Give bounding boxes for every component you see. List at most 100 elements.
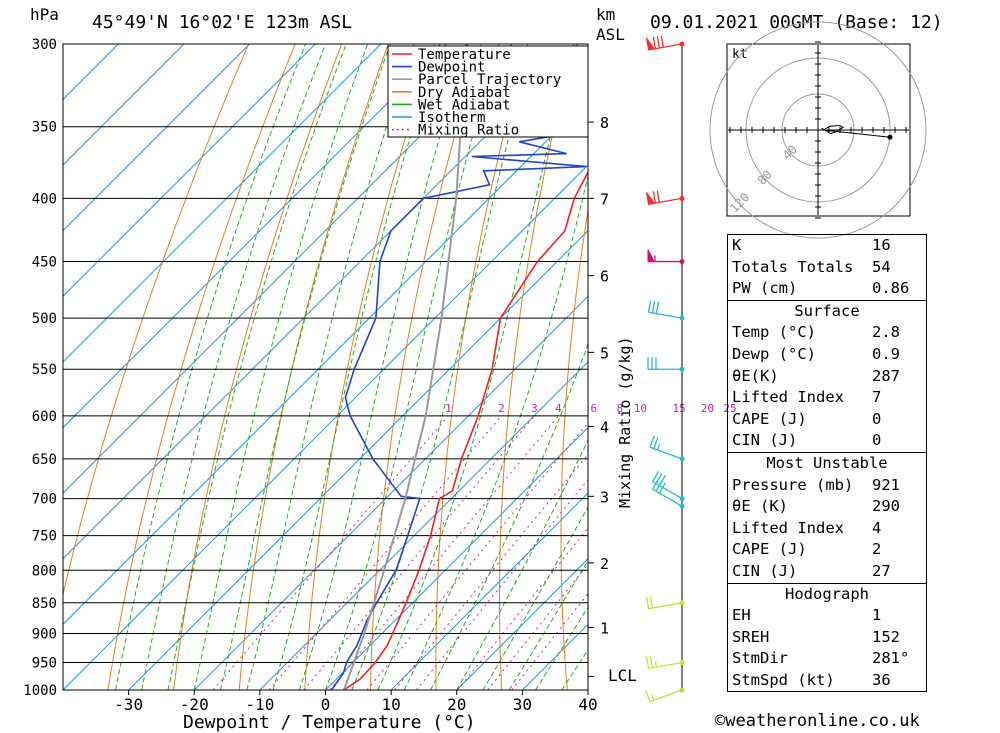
datetime-title: 09.01.2021 00GMT (Base: 12): [650, 12, 943, 33]
mixing-ratio-label: 1: [445, 402, 452, 415]
pressure-tick-label: 450: [32, 255, 57, 271]
wind-barb: [651, 478, 685, 509]
hodograph-ring: [709, 21, 927, 239]
pw-value: 0.86: [872, 279, 910, 298]
totals-totals-row: Totals Totals 54: [728, 257, 926, 279]
wind-barb-flag: [652, 36, 657, 49]
isotherm-line: [63, 44, 119, 101]
surface-temp-value: 2.8: [872, 323, 900, 342]
wind-barb-half-flag: [656, 444, 661, 451]
km-tick-label: 6: [600, 268, 609, 286]
wind-barb-half-flag: [651, 694, 655, 701]
dry-adiabat-line: [560, 207, 588, 690]
mixing-ratio-label: 10: [634, 402, 647, 415]
surface-cin-value: 0: [872, 431, 882, 450]
mu-theta-label: θE (K): [732, 497, 788, 516]
wind-barb: [645, 35, 685, 51]
pw-row: PW (cm) 0.86: [728, 278, 926, 300]
wind-barb-flag: [655, 472, 663, 484]
mixing-ratio-label: 25: [723, 402, 736, 415]
wind-barb: [645, 596, 685, 610]
pressure-tick-label: 850: [32, 596, 57, 612]
isotherm-line: [63, 44, 579, 560]
pressure-tick-label: 550: [32, 362, 57, 378]
legend-label-mixing-ratio: Mixing Ratio: [418, 123, 519, 139]
wind-barb-flag: [649, 655, 654, 668]
km-unit-label: km: [596, 5, 615, 24]
wet-adiabat-line: [351, 44, 535, 690]
pw-label: PW (cm): [732, 279, 798, 298]
skewt-plot-area: [63, 44, 713, 690]
km-tick-label: 1: [600, 619, 609, 637]
mu-pressure-value: 921: [872, 475, 900, 494]
eh-label: EH: [732, 606, 751, 625]
wind-barb-flag: [653, 437, 659, 449]
wind-barb-staff: [648, 311, 683, 319]
temperature-line: [343, 170, 588, 690]
k-index-value: 16: [872, 236, 891, 254]
wind-barb-flag: [649, 596, 654, 609]
site-credit: weatheronline.co.uk: [725, 711, 920, 731]
stmdir-label: StmDir: [732, 649, 788, 668]
km-tick-label: 7: [600, 190, 609, 208]
mixing-ratio-line: [394, 453, 588, 690]
legend-label-dewpoint: Dewpoint: [418, 60, 485, 76]
temperature-tick-label: 20: [447, 695, 466, 714]
mu-cape-value: 2: [872, 540, 882, 559]
k-index-label: K: [732, 236, 742, 254]
surface-theta-value: 287: [872, 366, 900, 385]
wind-barb-staff: [652, 481, 683, 500]
plot-frame: [62, 43, 589, 691]
stmdir-value: 281°: [872, 649, 910, 668]
temperature-tick-label: 40: [578, 695, 597, 714]
isotherm-line: [63, 44, 382, 363]
hodograph-trace: [821, 124, 891, 138]
wind-barb: [647, 300, 685, 321]
temperature-tick-labels: -30 -20 -10 0 10 20 30 40: [114, 690, 598, 714]
mu-cape-label: CAPE (J): [732, 540, 807, 559]
wind-barb-flag: [649, 435, 655, 448]
wind-barb-half-flag: [654, 660, 658, 668]
most-unstable-title: Most Unstable: [766, 453, 888, 472]
wind-barb-flag: [655, 301, 660, 314]
surface-temp-label: Temp (°C): [732, 323, 816, 342]
mixing-ratio-axis-title: Mixing Ratio (g/kg): [616, 336, 634, 508]
wet-adiabat-line: [193, 44, 369, 690]
dry-adiabat-line: [678, 44, 713, 690]
surface-theta-label: θE(K): [732, 366, 779, 385]
isotherm-line: [63, 98, 588, 626]
wet-adiabat-line: [377, 44, 575, 690]
surface-section: Surface Temp (°C) 2.8 Dewp (°C) 0.9 θE(K) 2…: [727, 300, 927, 453]
legend-label-dry-adiabat: Dry Adiabat: [418, 85, 511, 101]
pressure-tick-label: 900: [32, 626, 57, 642]
eh-value: 1: [872, 606, 882, 625]
mixing-ratio-line: [487, 563, 588, 690]
isotherm-line: [63, 164, 588, 690]
temperature-tick-label: -30: [114, 695, 143, 714]
isotherm-line: [63, 44, 250, 232]
isotherm-line: [325, 426, 588, 690]
surface-title: Surface: [794, 301, 860, 320]
km-ref-label: ASL: [596, 25, 625, 44]
mu-pressure-label: Pressure (mb): [732, 475, 854, 494]
mixing-ratio-lines: [212, 415, 588, 690]
legend-label-isotherm: Isotherm: [418, 110, 485, 126]
wind-barb: [649, 435, 685, 462]
surface-cape-label: CAPE (J): [732, 409, 807, 428]
x-axis-title: Dewpoint / Temperature (°C): [183, 712, 476, 733]
wind-barb-flag: [656, 190, 660, 203]
mixing-ratio-line: [329, 415, 559, 690]
totals-totals-label: Totals Totals: [732, 257, 854, 276]
wind-barb-flag: [651, 300, 656, 313]
mixing-ratio-label: 3: [531, 402, 538, 415]
wet-adiabat-line: [272, 44, 441, 690]
mu-cin-value: 27: [872, 561, 891, 580]
mu-li-label: Lifted Index: [732, 518, 844, 537]
pressure-tick-labels: 300 350 400 450 500 550 600 650 700 750 800 850 900 9…: [23, 37, 57, 699]
wind-barb-flag: [647, 300, 652, 313]
wind-barb-staff: [648, 661, 683, 670]
pressure-tick-label: 650: [32, 452, 57, 468]
km-tick-label: 3: [600, 488, 609, 506]
